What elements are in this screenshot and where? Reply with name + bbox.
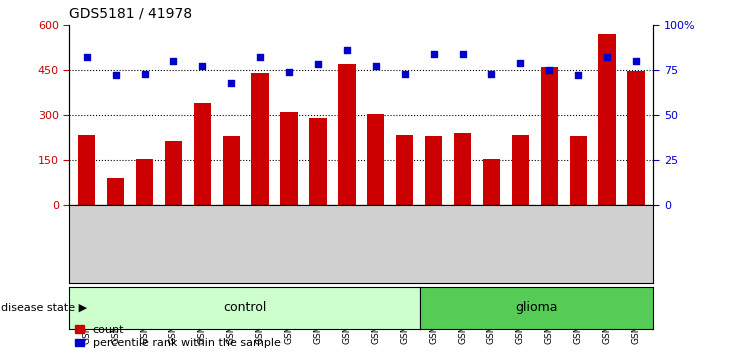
Bar — [280, 112, 298, 205]
Text: disease state ▶: disease state ▶ — [1, 303, 88, 313]
Point — [312, 62, 324, 67]
Text: glioma: glioma — [515, 302, 558, 314]
Bar — [541, 67, 558, 205]
Point — [139, 71, 150, 76]
Bar — [136, 159, 153, 205]
Bar — [78, 135, 96, 205]
Bar — [193, 103, 211, 205]
Point — [168, 58, 180, 64]
Bar — [454, 133, 471, 205]
Point — [485, 71, 497, 76]
Point — [572, 73, 584, 78]
Point — [457, 51, 469, 57]
Point — [630, 58, 642, 64]
Bar — [223, 136, 240, 205]
Bar — [396, 135, 413, 205]
Point — [110, 73, 121, 78]
Bar — [338, 64, 356, 205]
Legend: count, percentile rank within the sample: count, percentile rank within the sample — [75, 325, 280, 348]
Text: control: control — [223, 302, 266, 314]
Point — [81, 55, 93, 60]
Point — [226, 80, 237, 85]
Text: GDS5181 / 41978: GDS5181 / 41978 — [69, 7, 193, 21]
Point — [515, 60, 526, 65]
Bar — [512, 135, 529, 205]
Point — [399, 71, 410, 76]
Point — [602, 55, 613, 60]
Bar — [107, 178, 124, 205]
Point — [283, 69, 295, 75]
Bar — [367, 114, 385, 205]
Bar — [599, 34, 616, 205]
Point — [543, 67, 555, 73]
Bar — [627, 72, 645, 205]
Point — [254, 55, 266, 60]
Bar — [483, 159, 500, 205]
Bar — [310, 118, 326, 205]
Bar — [569, 136, 587, 205]
Point — [341, 47, 353, 53]
Point — [370, 63, 382, 69]
Bar — [165, 141, 182, 205]
Bar — [425, 136, 442, 205]
Point — [196, 63, 208, 69]
Point — [428, 51, 439, 57]
Bar — [252, 73, 269, 205]
